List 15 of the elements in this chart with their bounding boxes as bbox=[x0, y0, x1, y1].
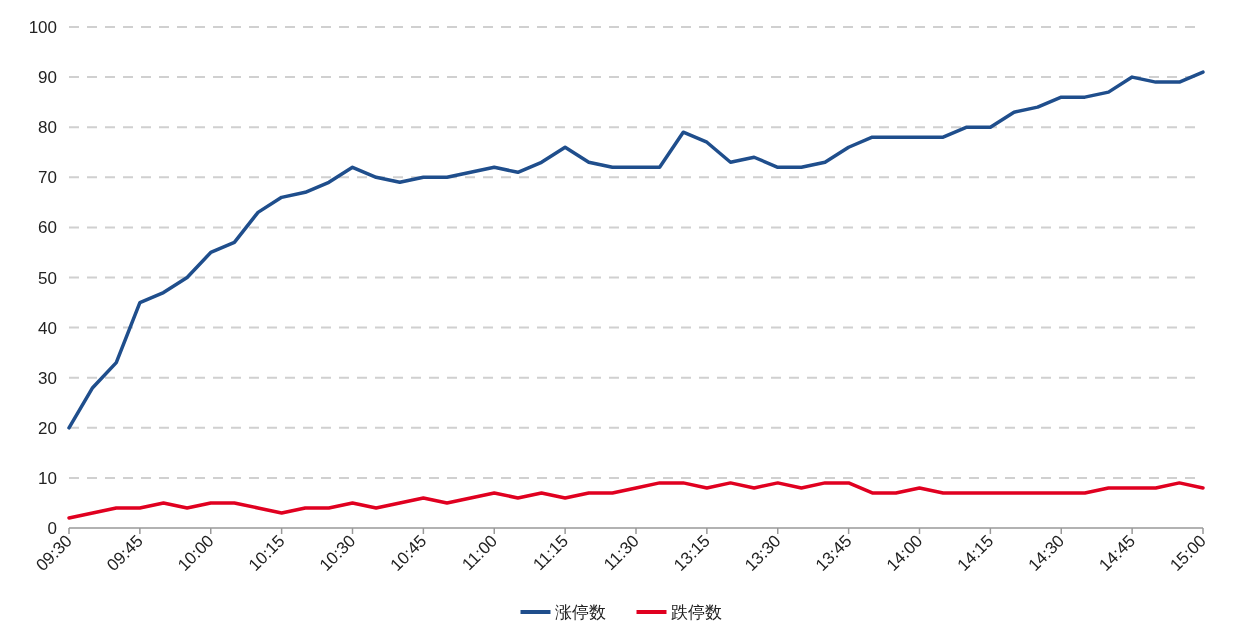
y-tick-label: 0 bbox=[47, 519, 57, 538]
legend-label: 跌停数 bbox=[670, 603, 722, 622]
legend-label: 涨停数 bbox=[554, 603, 606, 622]
y-tick-label: 50 bbox=[38, 268, 57, 288]
y-tick-label: 80 bbox=[38, 118, 57, 138]
line-series bbox=[67, 70, 1205, 430]
y-tick-label: 70 bbox=[38, 168, 57, 188]
y-tick-label: 10 bbox=[38, 468, 57, 488]
y-tick-label: 100 bbox=[28, 18, 57, 37]
y-tick-label: 40 bbox=[38, 318, 57, 338]
y-tick-label: 30 bbox=[38, 368, 57, 388]
y-tick-label: 90 bbox=[38, 68, 57, 88]
y-tick-label: 20 bbox=[38, 418, 57, 438]
line-series bbox=[67, 481, 1205, 520]
y-tick-label: 60 bbox=[38, 218, 57, 238]
